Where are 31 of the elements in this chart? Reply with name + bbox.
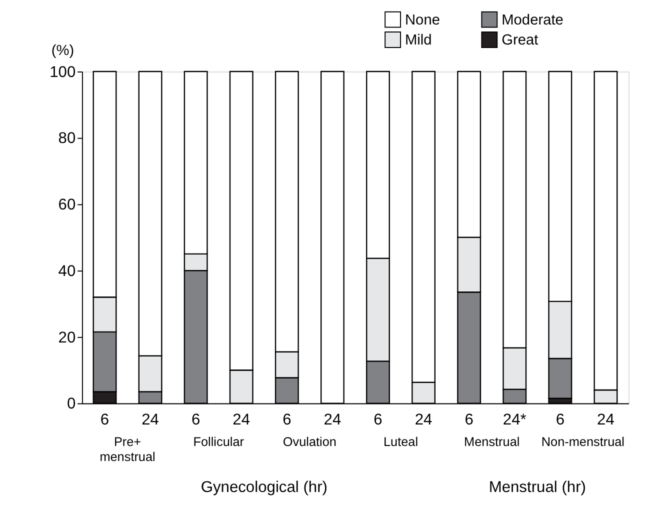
text: Menstrual (hr) [488,479,586,496]
x-tick-label: 24 [414,411,433,428]
y-tick-label: 0 [66,396,76,413]
text: Non-menstrual [541,435,624,450]
x-tick-label: 6 [191,411,200,428]
x-tick-label: 24 [142,411,160,428]
x-tick-label: 6 [464,411,474,428]
text: Luteal [384,435,418,450]
legend-label: Great [502,32,538,49]
y-axis-title: (%) [51,42,74,59]
y-tick-label: 40 [58,262,76,280]
legend-label: Mild [405,32,432,49]
y-tick-label: 60 [58,196,76,214]
x-tick-label: 6 [374,411,382,428]
y-tick-label: 80 [58,130,76,148]
text: Pre+ menstrual [100,435,156,464]
y-tick-label: 20 [58,329,76,346]
legend-label: Moderate [502,12,564,28]
y-tick-label: 100 [50,64,76,81]
x-tick-label: 6 [100,411,110,428]
text: Ovulation [282,435,336,450]
legend-label: None [405,12,440,28]
text: Follicular [193,435,245,450]
x-tick-label: 24 [232,411,250,428]
text: Gynecological (hr) [200,479,328,496]
x-tick-label: 6 [556,411,565,428]
x-tick-label: 24* [502,411,526,428]
x-tick-label: 6 [282,411,292,428]
text: Menstrual [464,435,520,450]
x-tick-label: 24 [597,411,615,428]
x-tick-label: 24 [324,411,342,428]
